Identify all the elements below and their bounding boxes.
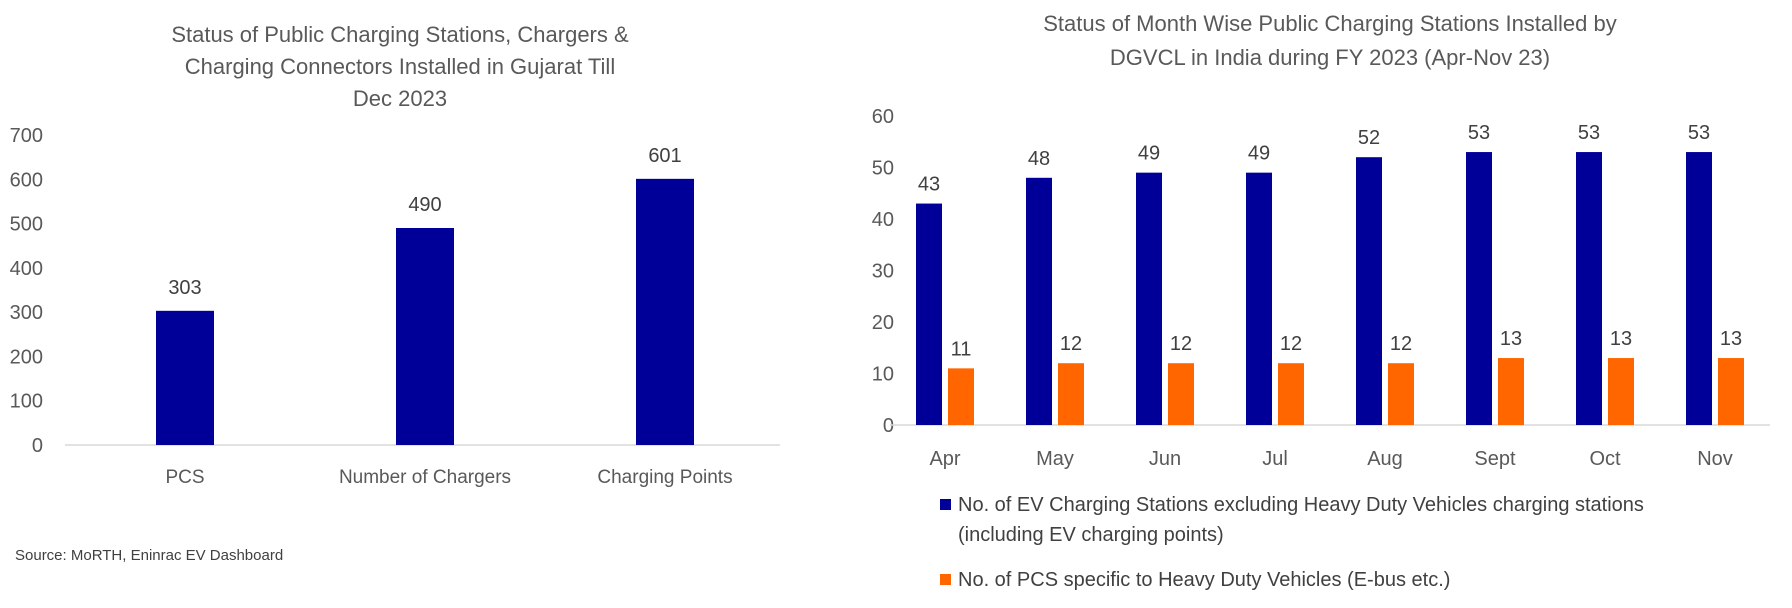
chart2-data-label: 13: [1720, 328, 1742, 350]
chart2-bar-heavy-duty-pcs: [1608, 358, 1634, 425]
chart2-bar-ev-stations: [1136, 172, 1162, 425]
chart2-x-tick-label: May: [1036, 448, 1074, 470]
chart1-bar: [156, 310, 214, 445]
legend-swatch-series-2: [940, 574, 951, 585]
chart1-y-tick-label: 200: [10, 346, 43, 368]
chart2-data-label: 11: [951, 338, 972, 360]
chart2-bar-ev-stations: [1356, 157, 1382, 425]
chart2-y-tick-label: 40: [872, 209, 894, 231]
legend-swatch-series-1: [940, 499, 951, 510]
chart2-data-label: 13: [1500, 328, 1522, 350]
chart2-bar-heavy-duty-pcs: [1388, 363, 1414, 425]
chart2-data-label: 48: [1028, 148, 1050, 170]
chart1-y-axis: 0 100 200 300 400 500 600 700: [10, 125, 43, 457]
chart2-bar-ev-stations: [1026, 177, 1052, 425]
chart2-bar-heavy-duty-pcs: [1058, 363, 1084, 425]
chart2-data-label: 52: [1358, 127, 1380, 149]
legend-label-series-1-line-1: No. of EV Charging Stations excluding He…: [958, 494, 1644, 516]
chart2-x-tick-label: Jun: [1149, 448, 1181, 470]
chart2-x-tick-label: Oct: [1589, 448, 1621, 470]
chart2-bar-ev-stations: [916, 203, 942, 425]
chart2-y-tick-label: 30: [872, 261, 894, 283]
chart1-title-line-1: Status of Public Charging Stations, Char…: [171, 22, 629, 47]
chart2-data-label: 49: [1248, 143, 1270, 165]
chart1-data-label: 303: [168, 277, 201, 299]
chart2-y-tick-label: 10: [872, 364, 894, 386]
chart1-bars: [156, 178, 694, 446]
legend-label-series-1-line-2: (including EV charging points): [958, 524, 1224, 546]
chart2-data-label: 12: [1170, 333, 1192, 355]
chart2-x-tick-label: Aug: [1367, 448, 1403, 470]
chart2-data-label: 13: [1610, 328, 1632, 350]
chart2-y-tick-label: 20: [872, 312, 894, 334]
chart2-bar-heavy-duty-pcs: [1718, 358, 1744, 425]
chart1-data-label: 601: [648, 145, 681, 167]
chart1-bar: [636, 178, 694, 446]
chart1-x-axis: PCS Number of Chargers Charging Points: [165, 467, 732, 488]
legend-label-series-2: No. of PCS specific to Heavy Duty Vehicl…: [958, 569, 1450, 591]
chart2-data-label: 49: [1138, 143, 1160, 165]
chart1-y-tick-label: 400: [10, 258, 43, 280]
chart2-y-tick-label: 50: [872, 158, 894, 180]
gujarat-charging-chart: Status of Public Charging Stations, Char…: [10, 22, 780, 488]
chart2-data-label: 53: [1688, 122, 1710, 144]
chart1-y-tick-label: 600: [10, 169, 43, 191]
source-note: Source: MoRTH, Eninrac EV Dashboard: [15, 547, 284, 564]
chart2-x-tick-label: Jul: [1262, 448, 1288, 470]
chart2-y-tick-label: 0: [883, 415, 894, 437]
chart2-data-label: 12: [1280, 333, 1302, 355]
chart1-title-line-3: Dec 2023: [353, 86, 447, 111]
chart1-y-tick-label: 500: [10, 214, 43, 236]
chart1-bar: [396, 228, 454, 445]
chart1-y-tick-label: 100: [10, 391, 43, 413]
chart2-bar-heavy-duty-pcs: [1278, 363, 1304, 425]
chart2-y-axis: 0 10 20 30 40 50 60: [872, 106, 894, 437]
chart2-data-label: 53: [1468, 122, 1490, 144]
chart1-x-tick-label: Charging Points: [597, 467, 732, 488]
chart2-bar-ev-stations: [1246, 172, 1272, 425]
chart2-legend: No. of EV Charging Stations excluding He…: [940, 494, 1644, 591]
chart2-data-label: 12: [1060, 333, 1082, 355]
chart2-bar-heavy-duty-pcs: [948, 368, 974, 425]
chart2-bar-ev-stations: [1576, 152, 1602, 426]
chart2-x-tick-label: Apr: [929, 448, 960, 470]
dgvcl-monthly-chart: Status of Month Wise Public Charging Sta…: [872, 11, 1770, 591]
chart2-bar-heavy-duty-pcs: [1498, 358, 1524, 425]
chart1-y-tick-label: 700: [10, 125, 43, 147]
chart1-y-tick-label: 300: [10, 302, 43, 324]
chart2-bar-heavy-duty-pcs: [1168, 363, 1194, 425]
chart2-x-tick-label: Sept: [1474, 448, 1516, 470]
chart2-x-tick-label: Nov: [1697, 448, 1733, 470]
chart1-data-labels: 303 490 601: [168, 145, 681, 299]
chart1-title-line-2: Charging Connectors Installed in Gujarat…: [185, 54, 615, 79]
chart2-bars: [916, 152, 1744, 426]
chart1-x-tick-label: Number of Chargers: [339, 467, 511, 488]
chart2-data-label: 43: [918, 174, 940, 196]
chart2-data-label: 12: [1390, 333, 1412, 355]
chart1-data-label: 490: [408, 194, 441, 216]
chart2-title-line-2: DGVCL in India during FY 2023 (Apr-Nov 2…: [1110, 45, 1550, 70]
chart2-data-labels: 43 11 48 12 49 12 49 12 52 12 53 13 53 13 53 13: [918, 122, 1742, 360]
chart2-x-axis: Apr May Jun Jul Aug Sept Oct Nov: [929, 448, 1732, 470]
chart1-x-tick-label: PCS: [165, 467, 204, 488]
chart2-y-tick-label: 60: [872, 106, 894, 128]
chart2-bar-ev-stations: [1466, 152, 1492, 426]
chart2-data-label: 53: [1578, 122, 1600, 144]
chart2-title-line-1: Status of Month Wise Public Charging Sta…: [1043, 11, 1617, 36]
chart1-y-tick-label: 0: [32, 435, 43, 457]
chart2-bar-ev-stations: [1686, 152, 1712, 426]
